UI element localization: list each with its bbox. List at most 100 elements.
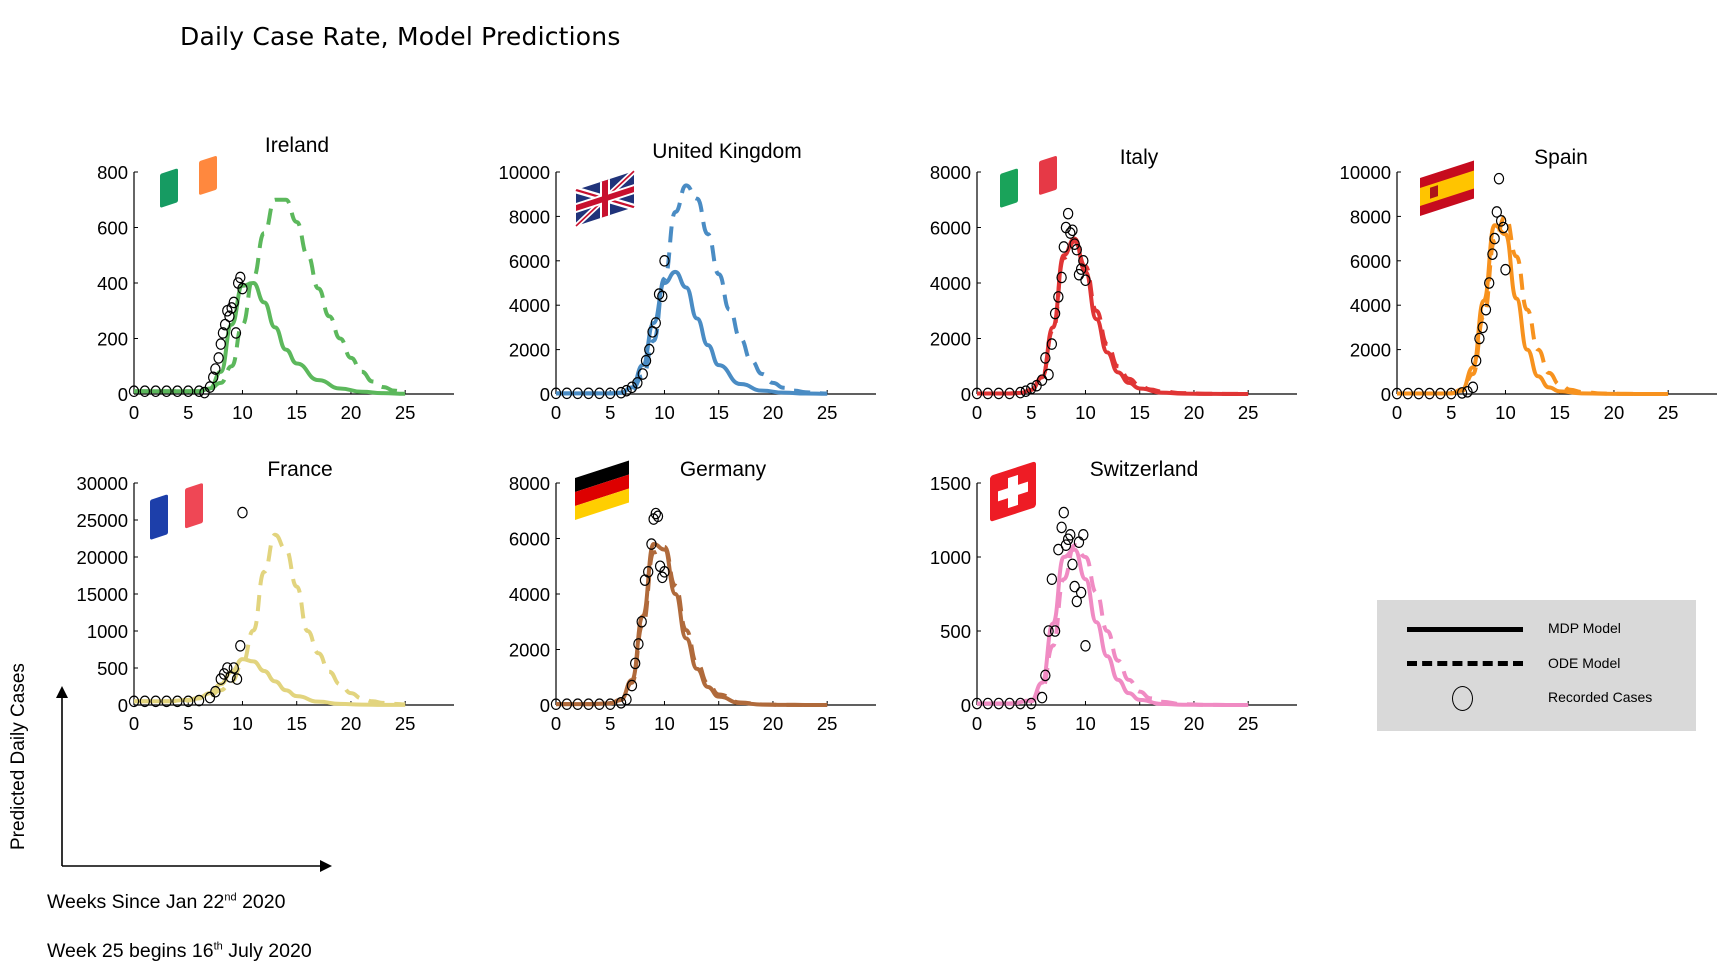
x-tick-label: 20 <box>1604 402 1625 423</box>
x-tick-label: 10 <box>232 713 253 734</box>
recorded-case-marker <box>640 354 652 367</box>
schematic-y-arrowhead-icon <box>56 686 68 698</box>
recorded-case-marker <box>1046 338 1058 350</box>
flag-stripe <box>1039 156 1057 195</box>
y-tick-label: 2000 <box>509 340 550 361</box>
x-tick-label: 10 <box>232 402 253 423</box>
recorded-case-marker <box>1015 386 1026 399</box>
recorded-case-marker <box>161 385 172 398</box>
x-tick-label: 15 <box>708 713 729 734</box>
recorded-case-marker <box>218 668 230 680</box>
recorded-case-marker <box>1036 691 1048 704</box>
recorded-case-marker <box>230 327 242 339</box>
mdp-model-line <box>556 269 828 396</box>
recorded-case-marker <box>1040 669 1051 682</box>
recorded-case-marker <box>1046 573 1058 585</box>
recorded-case-marker <box>1080 274 1091 287</box>
recorded-case-marker <box>1062 207 1074 220</box>
recorded-case-marker <box>982 697 994 710</box>
panel-title: Ireland <box>265 134 329 157</box>
recorded-case-marker <box>1004 697 1015 710</box>
recorded-case-marker <box>207 371 219 384</box>
recorded-case-marker <box>1058 241 1069 253</box>
x-tick-label: 15 <box>286 713 307 734</box>
recorded-case-marker <box>605 387 616 400</box>
y-tick-label: 2000 <box>1350 340 1391 361</box>
recorded-case-marker <box>1004 387 1015 400</box>
y-tick-label: 2000 <box>509 640 550 661</box>
recorded-case-marker <box>626 381 638 394</box>
x-tick-label: 0 <box>551 713 561 734</box>
y-tick-label: 200 <box>97 329 128 350</box>
x-tick-label: 20 <box>763 402 784 423</box>
recorded-case-marker <box>1026 382 1037 395</box>
x-tick-label: 25 <box>395 402 416 423</box>
recorded-case-marker <box>982 387 994 400</box>
panel-title: Switzerland <box>1090 458 1199 481</box>
y-tick-label: 600 <box>97 218 128 239</box>
y-tick-label: 2000 <box>930 329 971 350</box>
axis-note-y-label: Predicted Daily Cases <box>8 663 29 850</box>
recorded-case-marker <box>971 387 983 400</box>
recorded-case-marker <box>626 679 638 692</box>
recorded-case-marker <box>650 507 661 520</box>
x-tick-label: 20 <box>763 713 784 734</box>
recorded-case-marker <box>183 695 194 708</box>
recorded-case-marker <box>1073 536 1085 548</box>
x-tick-label: 15 <box>1549 402 1570 423</box>
recorded-case-marker <box>594 387 605 400</box>
x-tick-label: 20 <box>341 402 362 423</box>
legend: MDP Model ODE Model Recorded Cases <box>1377 600 1696 731</box>
x-axis-note-prefix: Weeks Since Jan 22 <box>47 891 225 913</box>
panel-title: Spain <box>1534 146 1588 169</box>
recorded-case-marker <box>583 387 594 400</box>
recorded-case-marker <box>615 386 627 399</box>
y-tick-label: 30000 <box>77 473 128 494</box>
recorded-case-marker <box>210 685 221 698</box>
y-tick-label: 25000 <box>77 510 128 531</box>
x-tick-label: 5 <box>183 402 193 423</box>
recorded-case-marker <box>1446 387 1457 400</box>
recorded-case-marker <box>1015 697 1026 710</box>
recorded-case-marker <box>659 254 670 267</box>
panel-united-kingdom: 0 5 10 15 20 25 0 2000 4000 6000 8000 10000 United K… <box>499 140 876 423</box>
recorded-case-marker <box>583 698 594 710</box>
panel-title: Germany <box>680 458 767 481</box>
recorded-case-marker <box>213 352 224 364</box>
y-tick-label: 1500 <box>930 473 971 494</box>
recorded-case-marker <box>594 698 605 710</box>
recorded-case-marker <box>1480 303 1492 316</box>
recorded-case-marker <box>1075 586 1087 599</box>
recorded-case-marker <box>128 695 140 708</box>
recorded-case-marker <box>1080 639 1091 652</box>
recorded-case-marker <box>235 271 246 284</box>
y-tick-label: 0 <box>540 384 550 405</box>
y-tick-label: 6000 <box>930 218 971 239</box>
mdp-model-line <box>977 236 1249 396</box>
x-tick-label: 0 <box>1392 402 1402 423</box>
recorded-case-marker <box>1049 625 1061 637</box>
page-title: Daily Case Rate, Model Predictions <box>180 22 621 51</box>
panel-ireland: 0 5 10 15 20 25 0 200 400 600 800 Ireland <box>97 134 454 423</box>
legend-mdp-label: MDP Model <box>1548 620 1621 636</box>
ode-model-line <box>556 183 828 396</box>
x-tick-label: 0 <box>972 402 982 423</box>
recorded-case-marker <box>1075 263 1087 275</box>
recorded-case-marker <box>183 385 194 398</box>
recorded-case-marker <box>561 698 573 710</box>
recorded-case-marker <box>550 387 562 400</box>
recorded-case-marker <box>1402 387 1414 400</box>
y-tick-label: 8000 <box>509 473 550 494</box>
recorded-case-marker <box>150 385 161 398</box>
recorded-case-marker <box>1491 206 1502 218</box>
week-note-prefix: Week 25 begins 16 <box>47 940 214 962</box>
x-tick-label: 5 <box>1026 402 1036 423</box>
y-tick-label: 8000 <box>509 206 550 227</box>
recorded-case-marker <box>1060 539 1072 551</box>
recorded-case-marker <box>1036 374 1048 386</box>
ireland-flag <box>160 156 217 208</box>
recorded-case-marker <box>650 317 661 329</box>
recorded-case-marker <box>636 615 647 628</box>
x-tick-label: 0 <box>129 402 139 423</box>
recorded-case-marker <box>139 385 151 398</box>
